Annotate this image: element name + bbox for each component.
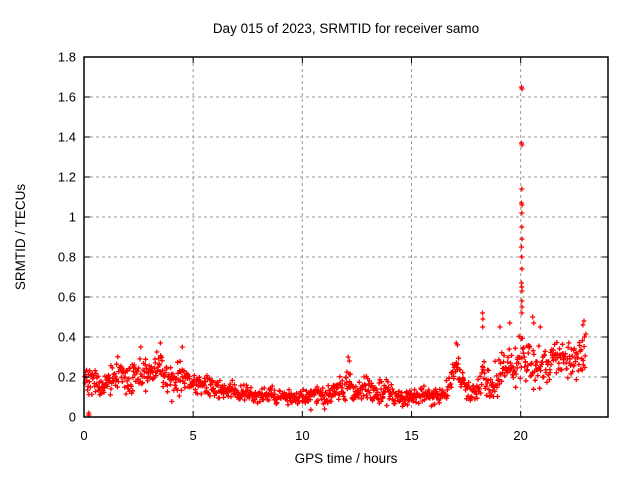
y-axis-label: SRMTID / TECUs	[13, 184, 28, 291]
y-tick-label: 1.2	[58, 170, 76, 185]
y-tick-label: 0.8	[58, 250, 76, 265]
x-tick-label: 5	[190, 428, 197, 443]
tick-labels: 0 5 10 15 20 0 0.2 0.4 0.6 0.8 1 1.2 1.4 1.6 1.8	[58, 50, 528, 444]
y-tick-label: 0.6	[58, 290, 76, 305]
x-tick-label: 20	[513, 428, 527, 443]
y-tick-label: 0.4	[58, 330, 76, 345]
x-axis-label: GPS time / hours	[295, 451, 398, 466]
plot-border-frame	[83, 56, 609, 418]
y-tick-label: 0	[69, 410, 76, 425]
chart-title: Day 015 of 2023, SRMTID for receiver sam…	[213, 21, 479, 36]
x-tick-label: 0	[80, 428, 87, 443]
y-tick-label: 1	[69, 210, 76, 225]
y-tick-label: 1.4	[58, 130, 76, 145]
x-tick-label: 15	[404, 428, 418, 443]
data-points-series	[82, 84, 589, 418]
y-tick-label: 1.6	[58, 90, 76, 105]
y-tick-label: 0.2	[58, 370, 76, 385]
x-tick-label: 10	[295, 428, 309, 443]
y-tick-label: 1.8	[58, 50, 76, 65]
scatter-plus-markers	[82, 84, 589, 418]
